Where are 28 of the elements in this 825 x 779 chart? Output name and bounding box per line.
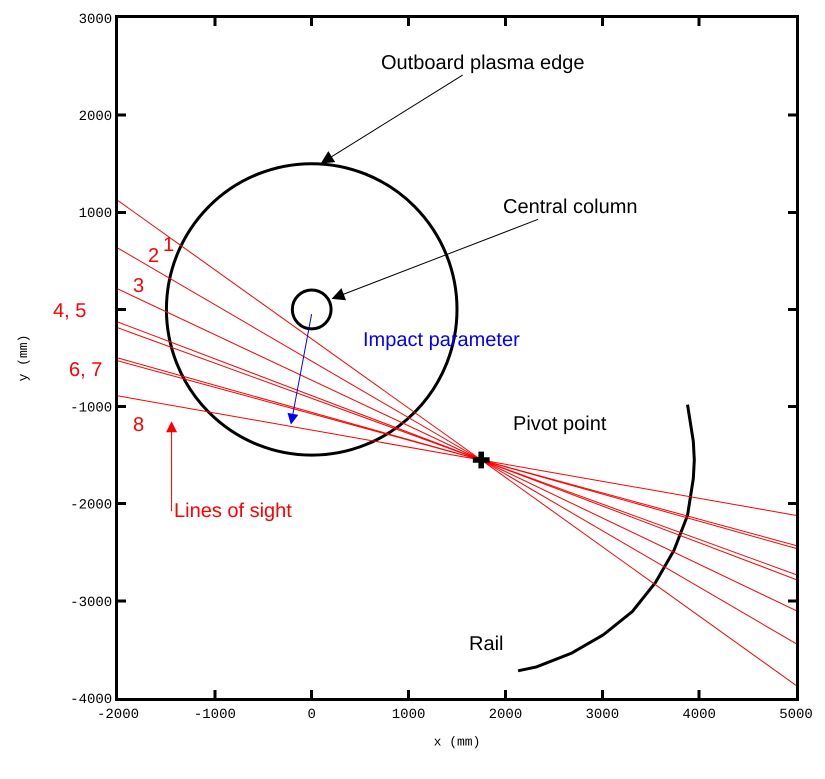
series-label: 2 (148, 245, 160, 267)
x-tick-label: 4000 (682, 706, 716, 723)
x-tick-label: -1000 (194, 706, 236, 723)
annotation: Lines of sight (174, 500, 292, 522)
y-axis-title: y (mm) (16, 334, 32, 382)
x-tick-label: 5000 (779, 706, 813, 723)
y-tick-label: 3000 (78, 12, 112, 28)
series-label: 1 (163, 234, 174, 256)
legend-label: 8 (133, 414, 144, 436)
annotation: Outboard plasma edge (381, 52, 584, 74)
y-tick-label: -3000 (70, 594, 112, 611)
series-label: 6, 7 (69, 359, 102, 381)
annotation: Central column (503, 196, 638, 218)
annotation: Rail (469, 633, 504, 655)
x-tick-label: 3000 (585, 706, 620, 723)
x-tick-label: -2000 (96, 706, 140, 723)
series-label: 4, 5 (53, 300, 86, 322)
y-tick-label: 2000 (78, 109, 112, 126)
x-tick-label: 1000 (392, 706, 426, 723)
x-axis-title: x (mm) (434, 734, 480, 750)
y-tick-label: -2000 (70, 498, 112, 514)
y-tick-label: -4000 (70, 692, 112, 708)
x-tick-label: 0 (308, 706, 316, 723)
y-tick-label: -1000 (70, 400, 112, 416)
series-label: 3 (133, 275, 144, 297)
y-tick-label: 1000 (78, 206, 112, 222)
annotation: Pivot point (513, 413, 607, 435)
x-tick-label: 2000 (488, 706, 522, 723)
